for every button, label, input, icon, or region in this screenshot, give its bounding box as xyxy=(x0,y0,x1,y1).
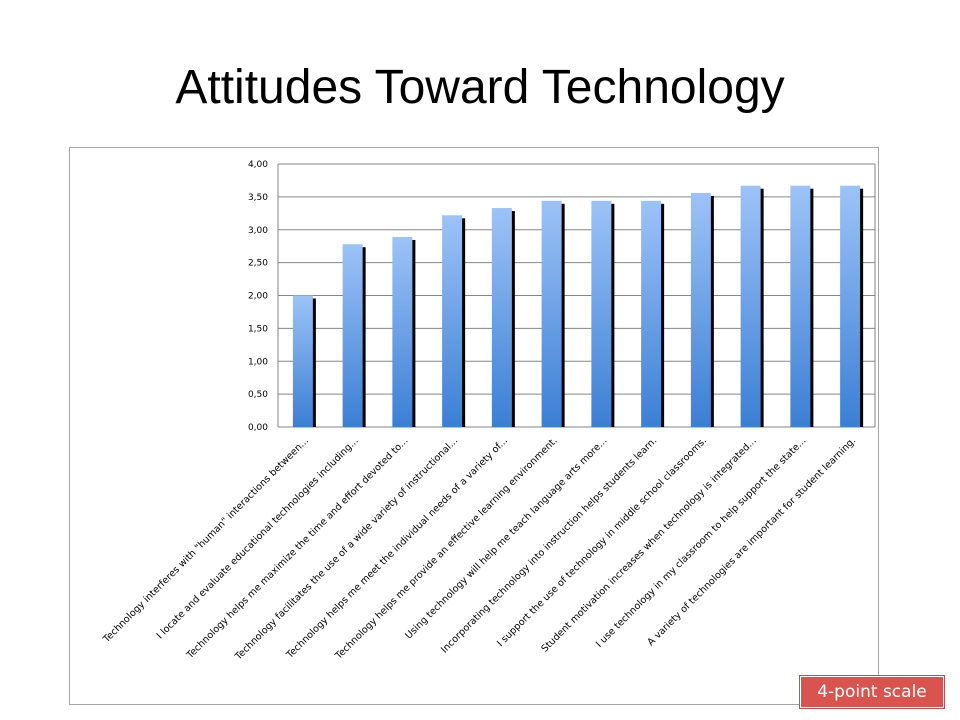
bar-chart: 0,00 0,50 1,00 1,50 2,00 2,50 3,00 3,50 4,00 Tec… xyxy=(101,160,876,663)
bar xyxy=(790,185,811,427)
x-category-label: Technology helps me provide an effective… xyxy=(333,435,560,662)
gridlines xyxy=(277,163,876,428)
bar xyxy=(690,192,711,427)
y-tick-label: 1,50 xyxy=(248,324,268,334)
x-axis-category-labels: Technology interferes with "human" inter… xyxy=(101,435,859,663)
slide-title: Attitudes Toward Technology xyxy=(175,61,785,114)
y-tick-label: 2,00 xyxy=(248,292,268,302)
bar xyxy=(541,200,562,427)
x-category-label: Technology facilitates the use of a wide… xyxy=(233,435,461,663)
bar xyxy=(840,185,861,427)
bar xyxy=(292,295,313,427)
x-category-label: Technology helps me maximize the time an… xyxy=(184,435,410,661)
y-tick-label: 0,50 xyxy=(248,390,268,400)
bar xyxy=(641,200,662,427)
y-tick-label: 2,50 xyxy=(248,259,268,269)
bars xyxy=(292,185,864,427)
bar xyxy=(740,185,761,427)
y-tick-label: 3,00 xyxy=(248,226,268,236)
chart-frame: 0,00 0,50 1,00 1,50 2,00 2,50 3,00 3,50 4,00 Tec… xyxy=(69,147,879,705)
y-tick-label: 3,50 xyxy=(248,193,268,203)
bar xyxy=(591,200,612,427)
bar xyxy=(392,236,413,427)
scale-badge: 4-point scale xyxy=(799,675,945,709)
y-axis-tick-labels: 0,00 0,50 1,00 1,50 2,00 2,50 3,00 3,50 4,00 xyxy=(248,160,268,433)
bar xyxy=(342,244,363,427)
bar xyxy=(491,208,512,427)
y-tick-label: 0,00 xyxy=(248,423,268,433)
bar xyxy=(442,215,463,427)
y-tick-label: 1,00 xyxy=(248,357,268,367)
y-tick-label: 4,00 xyxy=(248,160,268,170)
